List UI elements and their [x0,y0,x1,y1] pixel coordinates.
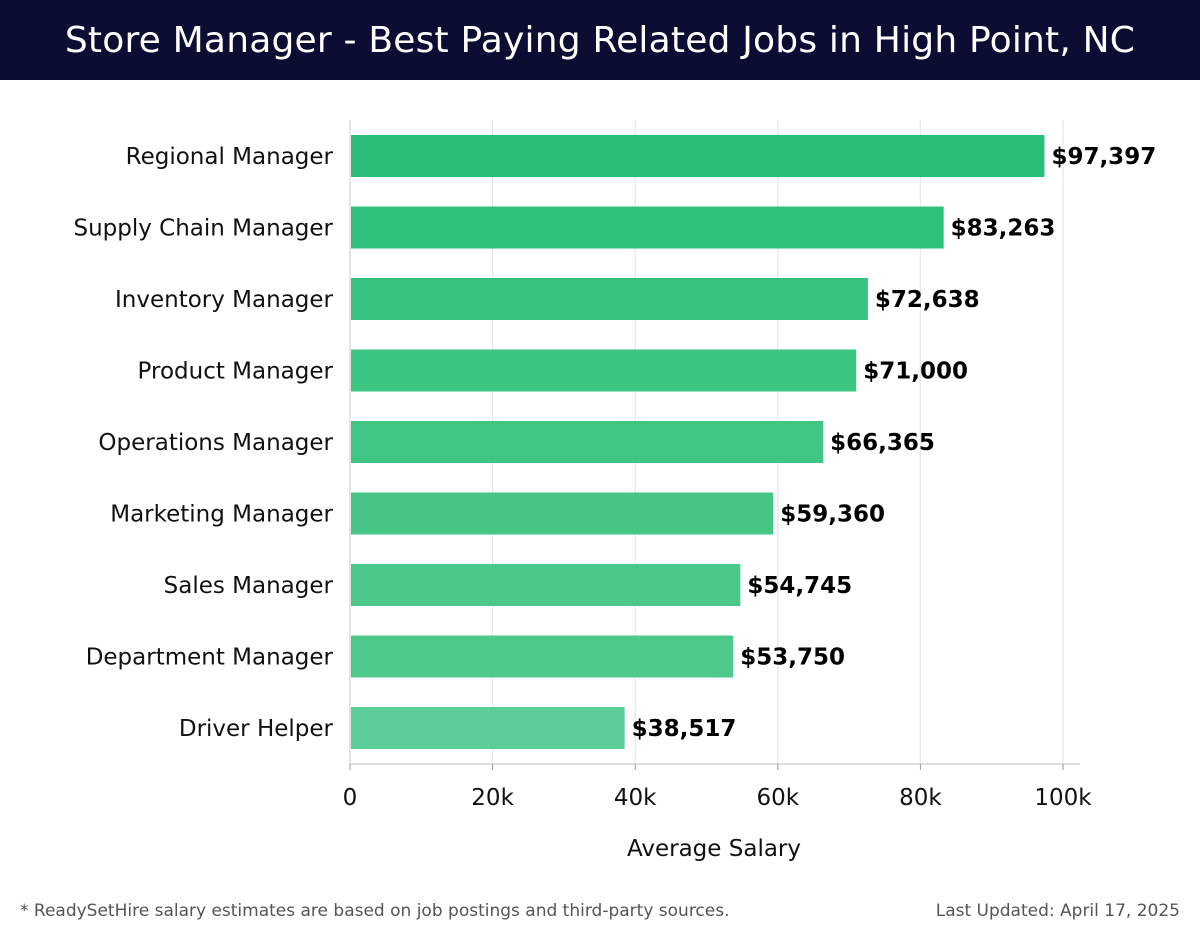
value-labels: $97,397 $83,263 $72,638 $71,000 $66,365 $59,3… [632,144,1157,742]
bar [351,635,734,678]
x-tick-label: 20k [471,785,514,811]
value-label: $71,000 [863,359,968,385]
last-updated: Last Updated: April 17, 2025 [935,901,1180,921]
value-label: $53,750 [740,645,845,671]
bars [351,135,1045,749]
x-tick-label: 0 [343,785,358,811]
chart-title: Store Manager - Best Paying Related Jobs… [64,19,1136,61]
x-axis: 0 20k 40k 60k 80k 100k [343,763,1092,811]
x-tick-label: 100k [1034,785,1092,811]
category-label: Marketing Manager [110,502,333,528]
value-label: $72,638 [875,287,980,313]
category-label: Department Manager [86,645,334,671]
value-label: $38,517 [632,716,737,742]
bar [351,278,868,320]
bar [351,707,625,749]
x-axis-label: Average Salary [627,836,801,862]
category-label: Product Manager [138,359,334,385]
value-label: $59,360 [780,502,885,528]
category-label: Driver Helper [179,716,334,742]
category-labels: Regional Manager Supply Chain Manager Inve… [73,144,333,742]
category-label: Operations Manager [98,430,333,456]
title-bar: Store Manager - Best Paying Related Jobs… [0,0,1200,80]
bar [351,421,824,463]
value-label: $97,397 [1051,144,1156,170]
bar [351,349,857,392]
category-label: Inventory Manager [115,287,334,313]
value-label: $66,365 [830,430,935,456]
bar [351,135,1045,177]
x-tick-label: 60k [757,785,800,811]
value-label: $83,263 [951,216,1056,242]
x-tick-label: 40k [614,785,657,811]
bar [351,206,944,249]
category-label: Sales Manager [164,573,334,599]
category-label: Regional Manager [126,144,334,170]
salary-bar-chart: Regional Manager Supply Chain Manager Inve… [73,120,1157,862]
bar [351,492,774,535]
bar [351,564,741,606]
value-label: $54,745 [747,573,852,599]
category-label: Supply Chain Manager [73,216,333,242]
footnote: * ReadySetHire salary estimates are base… [20,901,730,921]
x-tick-label: 80k [899,785,942,811]
